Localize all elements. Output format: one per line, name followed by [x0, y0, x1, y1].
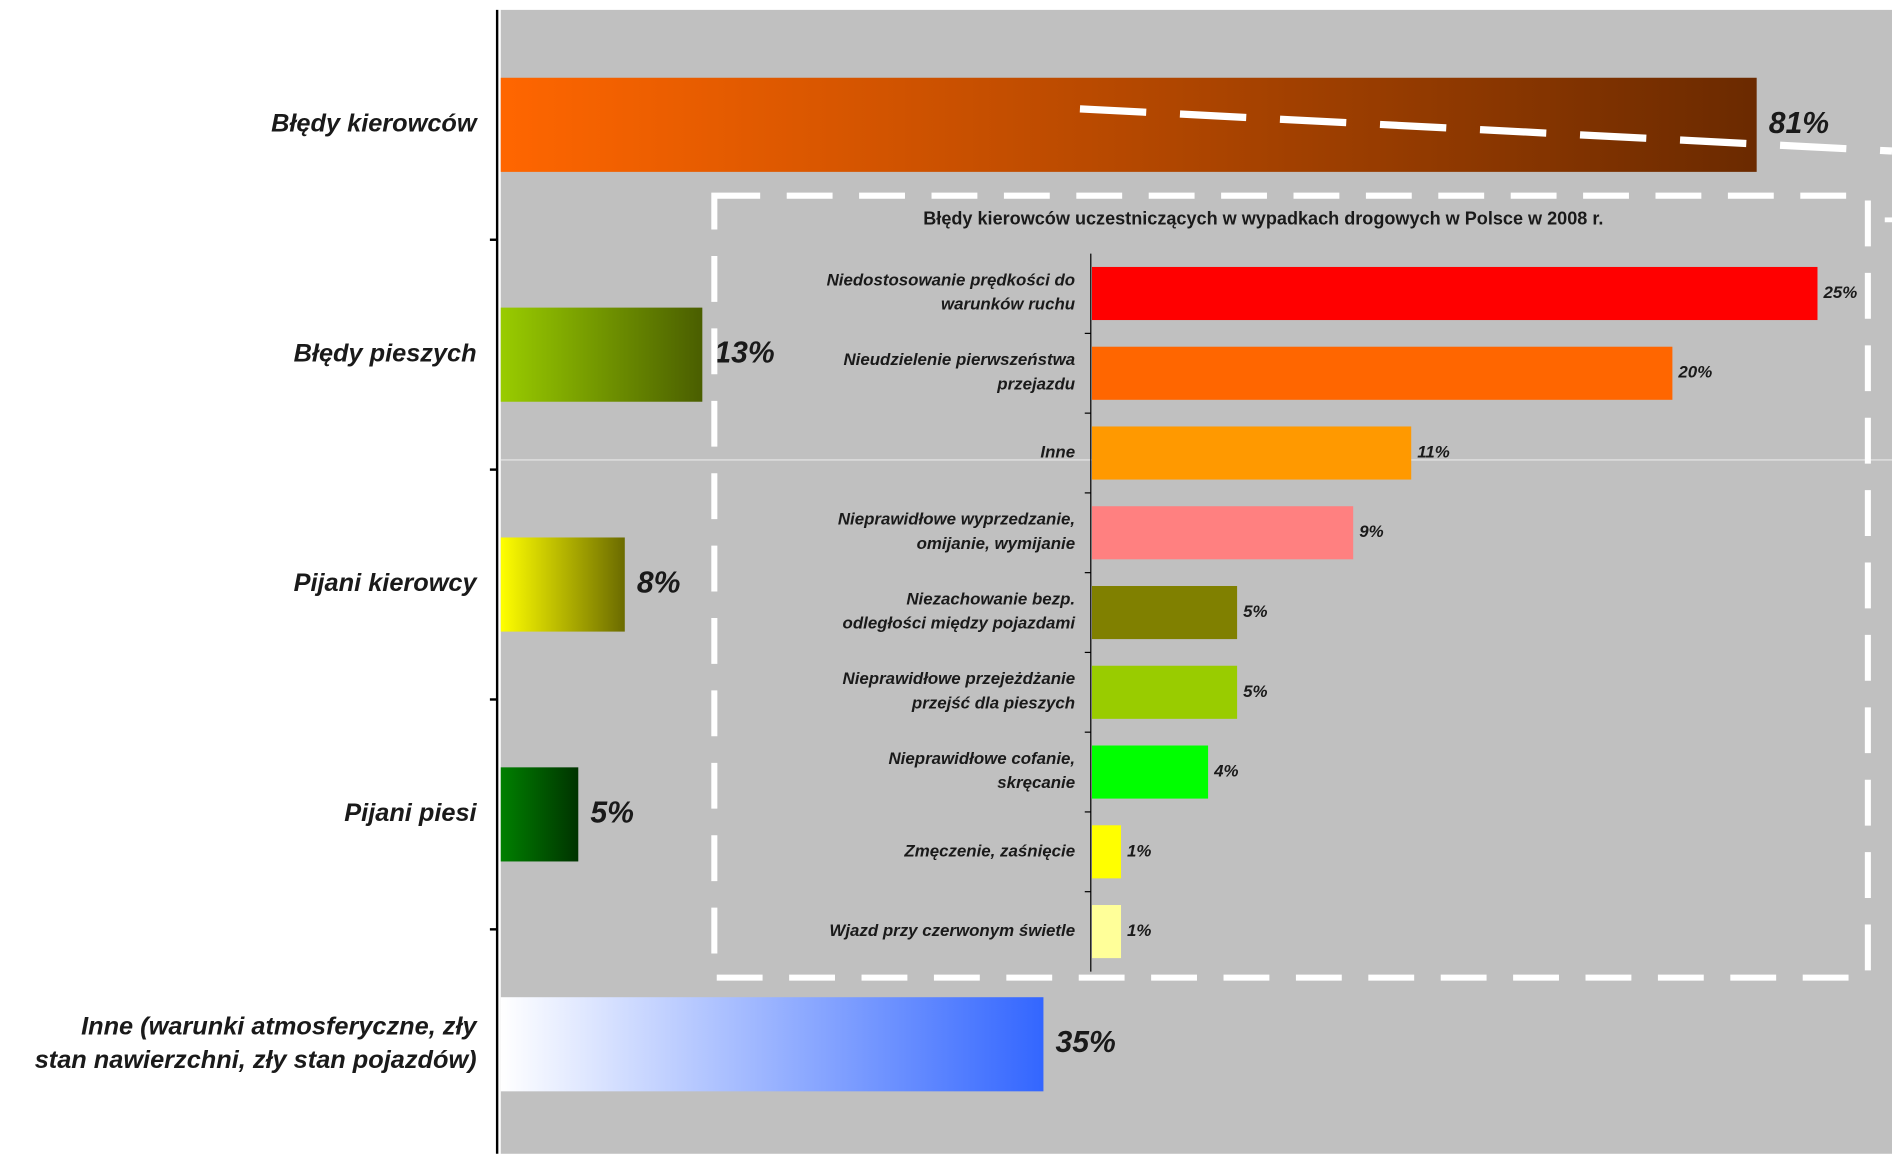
- connector: [1079, 105, 1892, 155]
- inset-title: Błędy kierowców uczestniczących w wypadk…: [923, 209, 1603, 229]
- bar: [500, 767, 579, 862]
- category-label: Nieprawidłowe przejeżdżanie przejść dla p…: [843, 670, 1076, 713]
- bar: [1092, 665, 1238, 719]
- category-label: Błędy kierowców: [271, 110, 479, 138]
- bar: [500, 307, 703, 402]
- bar: [1092, 905, 1122, 959]
- category-label: Inne (warunki atmosferyczne, zły stan naw…: [35, 1012, 479, 1074]
- category-label: Nieudzielenie pierwszeństwa przejazdu: [843, 351, 1075, 394]
- value-label: 1%: [1127, 841, 1151, 860]
- bar: [1092, 266, 1818, 321]
- category-label: Zmęczenie, zaśnięcie: [903, 841, 1075, 860]
- main-chart: Błędy kierowców 81% Błędy pieszych 13% Pijan…: [35, 77, 1829, 1092]
- category-label: Niezachowanie bezp. odległości między poj…: [843, 590, 1076, 633]
- value-label: 25%: [1823, 283, 1858, 302]
- bar: [1092, 825, 1122, 879]
- bar: [500, 537, 625, 632]
- category-label: Nieprawidłowe wyprzedzanie, omijanie, wym…: [838, 510, 1075, 553]
- value-label: 8%: [637, 567, 681, 600]
- inset-chart: Niedostosowanie prędkości do warunków ruc…: [827, 266, 1858, 959]
- bar: [1092, 745, 1209, 799]
- value-label: 5%: [1243, 602, 1267, 621]
- bar: [1092, 426, 1412, 480]
- value-label: 9%: [1359, 522, 1383, 541]
- category-label: Inne: [1040, 442, 1075, 461]
- bar: [500, 997, 1044, 1092]
- category-label: Wjazd przy czerwonym świetle: [829, 921, 1075, 940]
- value-label: 20%: [1677, 363, 1712, 382]
- category-label: Pijani piesi: [344, 799, 477, 827]
- bar: [1092, 346, 1673, 400]
- category-label: Błędy pieszych: [294, 339, 477, 367]
- value-label: 4%: [1213, 762, 1238, 781]
- value-label: 13%: [714, 337, 774, 370]
- category-label: Nieprawidłowe cofanie, skręcanie: [889, 749, 1076, 792]
- bar: [1092, 506, 1354, 560]
- plot-background: [500, 9, 1892, 1154]
- value-label: 81%: [1769, 107, 1829, 140]
- value-label: 11%: [1417, 442, 1450, 461]
- value-label: 35%: [1056, 1026, 1116, 1059]
- value-label: 1%: [1127, 921, 1151, 940]
- value-label: 5%: [590, 796, 634, 829]
- value-label: 5%: [1243, 682, 1267, 701]
- bar: [500, 77, 1757, 172]
- bar: [1092, 585, 1238, 640]
- inset-frame: [711, 192, 1871, 981]
- category-label: Pijani kierowcy: [294, 569, 479, 597]
- category-label: Niedostosowanie prędkości do warunków ruc…: [827, 271, 1076, 314]
